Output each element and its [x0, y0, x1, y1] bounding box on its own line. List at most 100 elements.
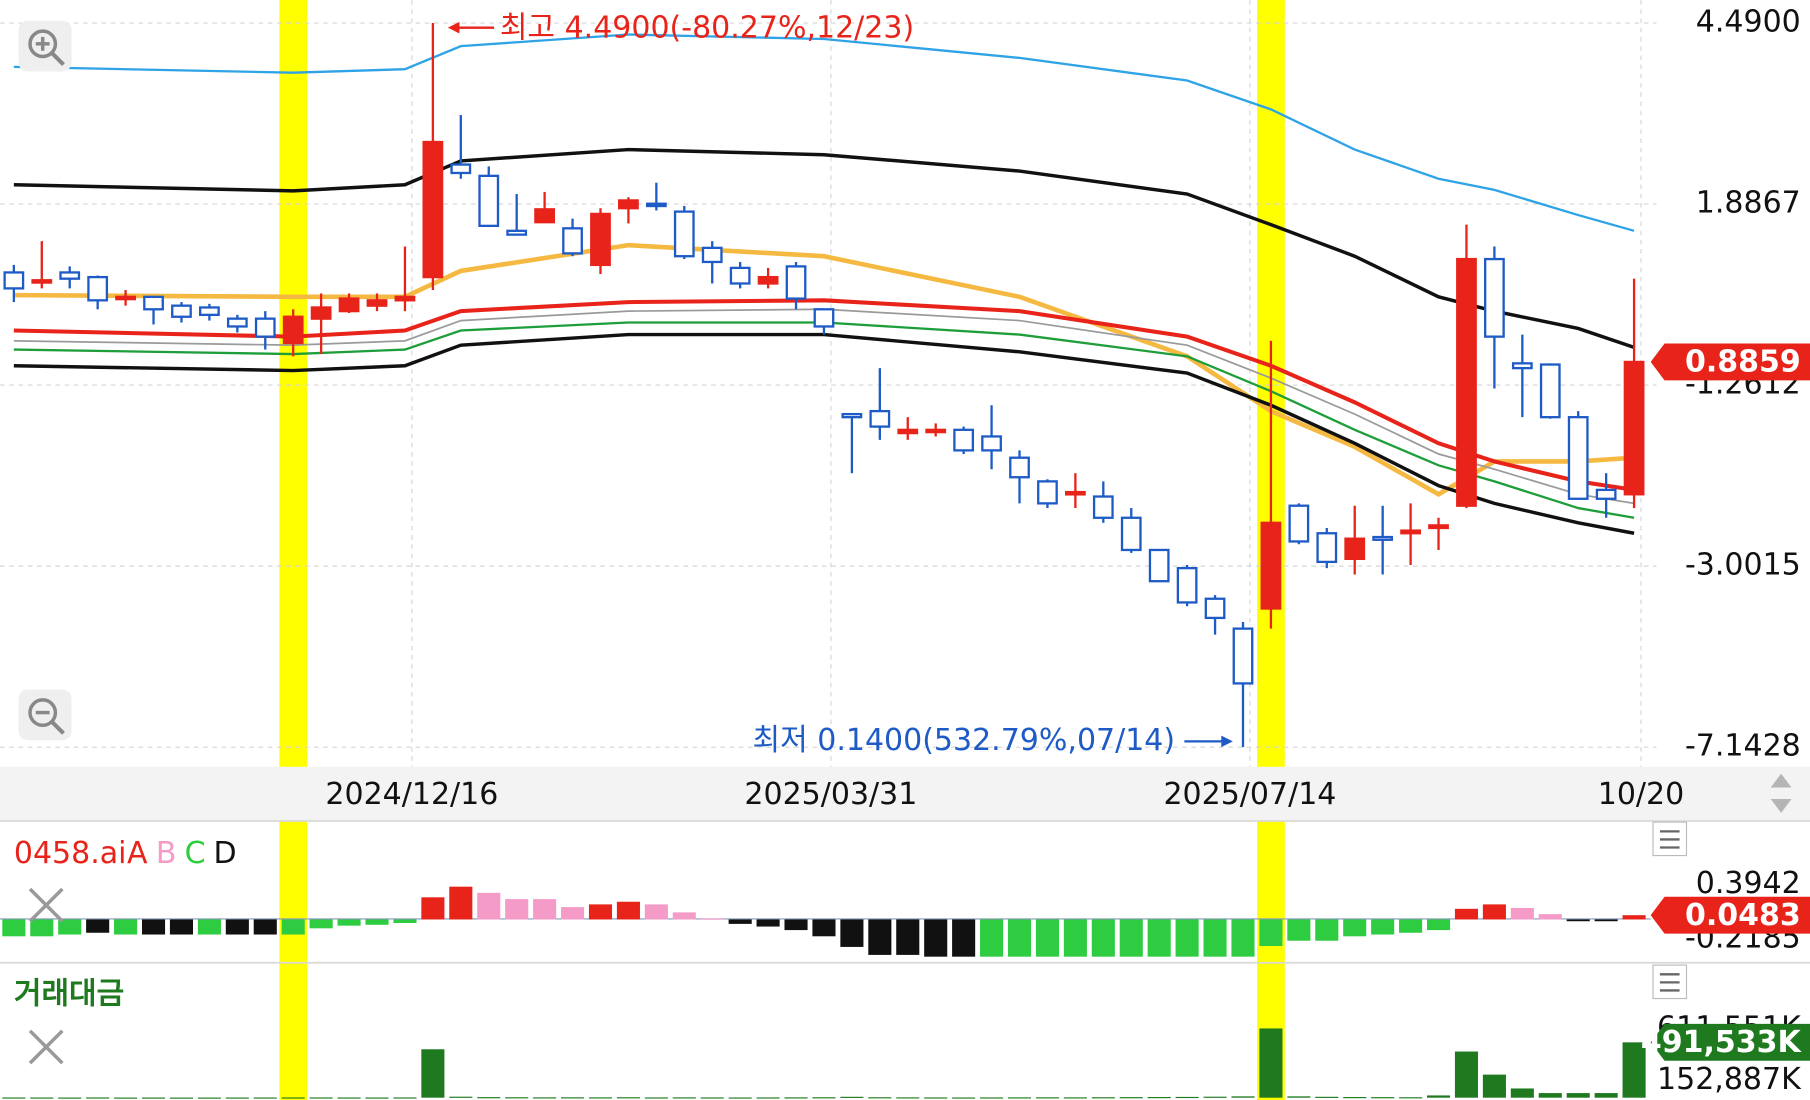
candle-body [645, 202, 667, 208]
candle-body [282, 315, 304, 345]
bar [1594, 1093, 1618, 1098]
legend-entry: B [156, 836, 177, 871]
candle-body [199, 306, 220, 317]
bar [896, 1097, 920, 1099]
bar [1175, 1096, 1199, 1099]
indicator-line [13, 321, 1635, 519]
candle-body [478, 174, 500, 228]
bar [169, 919, 194, 935]
bar [588, 904, 613, 920]
bar [533, 899, 557, 920]
candle-body [1484, 257, 1505, 338]
close-indicator-button[interactable] [28, 887, 64, 923]
bar [561, 907, 585, 920]
candle-body [1316, 532, 1338, 564]
volume-title: 거래대금 [14, 977, 124, 1012]
line-layer [13, 33, 1635, 535]
candle-body [590, 212, 611, 267]
bar [1119, 919, 1143, 957]
indicator-line [13, 332, 1635, 535]
bar [1175, 919, 1199, 957]
y-tick-label: 0.3942 [1696, 866, 1801, 901]
candle-body [366, 299, 388, 307]
bar [1315, 919, 1339, 941]
bar [1315, 1096, 1339, 1098]
candle-body [338, 297, 360, 313]
bar [225, 919, 249, 935]
bar [505, 1097, 529, 1099]
bar [1482, 904, 1506, 920]
candle-body [1037, 480, 1058, 505]
bar [1091, 1097, 1115, 1099]
date-band [0, 766, 1810, 821]
bar [1203, 919, 1227, 957]
bar [1259, 1028, 1283, 1098]
icon [1770, 773, 1792, 788]
candle-body [1623, 360, 1645, 496]
bar [1426, 1095, 1451, 1098]
candle-body [1372, 535, 1394, 541]
bar [86, 1097, 110, 1099]
candle-body [1204, 597, 1226, 620]
bar [700, 1097, 724, 1099]
bar [728, 919, 752, 924]
bar [1007, 1097, 1032, 1099]
candle-body [869, 409, 891, 428]
icon [1659, 973, 1680, 992]
bar [365, 919, 389, 925]
indicator-menu-button[interactable] [1652, 821, 1688, 857]
mark-layer [2, 23, 1646, 1099]
y-tick-label: -3.0015 [1685, 548, 1801, 583]
value-tag-label: 491,533K [1641, 1025, 1803, 1060]
candle-body [115, 295, 136, 301]
close-volume-button[interactable] [28, 1029, 64, 1065]
legend-entry: A [127, 836, 148, 871]
candle-body [534, 208, 556, 224]
candle-body [1595, 488, 1617, 500]
legend-entry: C [185, 836, 206, 871]
candle-body [701, 246, 723, 264]
candle-body [1539, 363, 1561, 419]
candle-body [785, 265, 807, 300]
candle-body [1148, 548, 1170, 583]
volume-menu-button[interactable] [1652, 964, 1688, 1000]
candle-body [1176, 566, 1198, 604]
bar [1063, 1097, 1087, 1099]
candle-body [673, 210, 695, 258]
bar [756, 1097, 780, 1099]
bar [281, 919, 305, 935]
candle-body [1260, 521, 1282, 610]
bar [1538, 914, 1562, 920]
annotation-arrowhead [447, 21, 460, 34]
x-tick-label: 10/20 [1598, 777, 1684, 812]
candle-body [1120, 516, 1142, 552]
bar [1231, 1096, 1255, 1098]
bar [86, 919, 110, 933]
value-tag [1650, 343, 1810, 381]
bar [1594, 919, 1618, 922]
candle-body [813, 308, 835, 328]
bar [421, 897, 445, 920]
x-tick-label: 2025/07/14 [1163, 777, 1336, 812]
zoom-out-button[interactable] [18, 689, 72, 741]
grid-layer [0, 0, 1657, 767]
bar [644, 1097, 668, 1099]
candle-body [981, 435, 1002, 452]
candle-body [171, 304, 192, 318]
candle-body [226, 317, 248, 328]
highlight-band [279, 820, 308, 963]
bar [393, 919, 417, 924]
bar [1371, 1097, 1395, 1099]
bar [1147, 1097, 1171, 1099]
scroll-arrows[interactable] [1770, 773, 1792, 813]
bar [896, 919, 920, 955]
bar [393, 1097, 417, 1099]
bar [700, 918, 724, 920]
zoom-in-button[interactable] [18, 20, 72, 72]
bar [1399, 1097, 1423, 1099]
bar [672, 912, 696, 920]
bar [58, 919, 82, 935]
legend-entry: D [214, 836, 237, 871]
bar [477, 1097, 501, 1099]
